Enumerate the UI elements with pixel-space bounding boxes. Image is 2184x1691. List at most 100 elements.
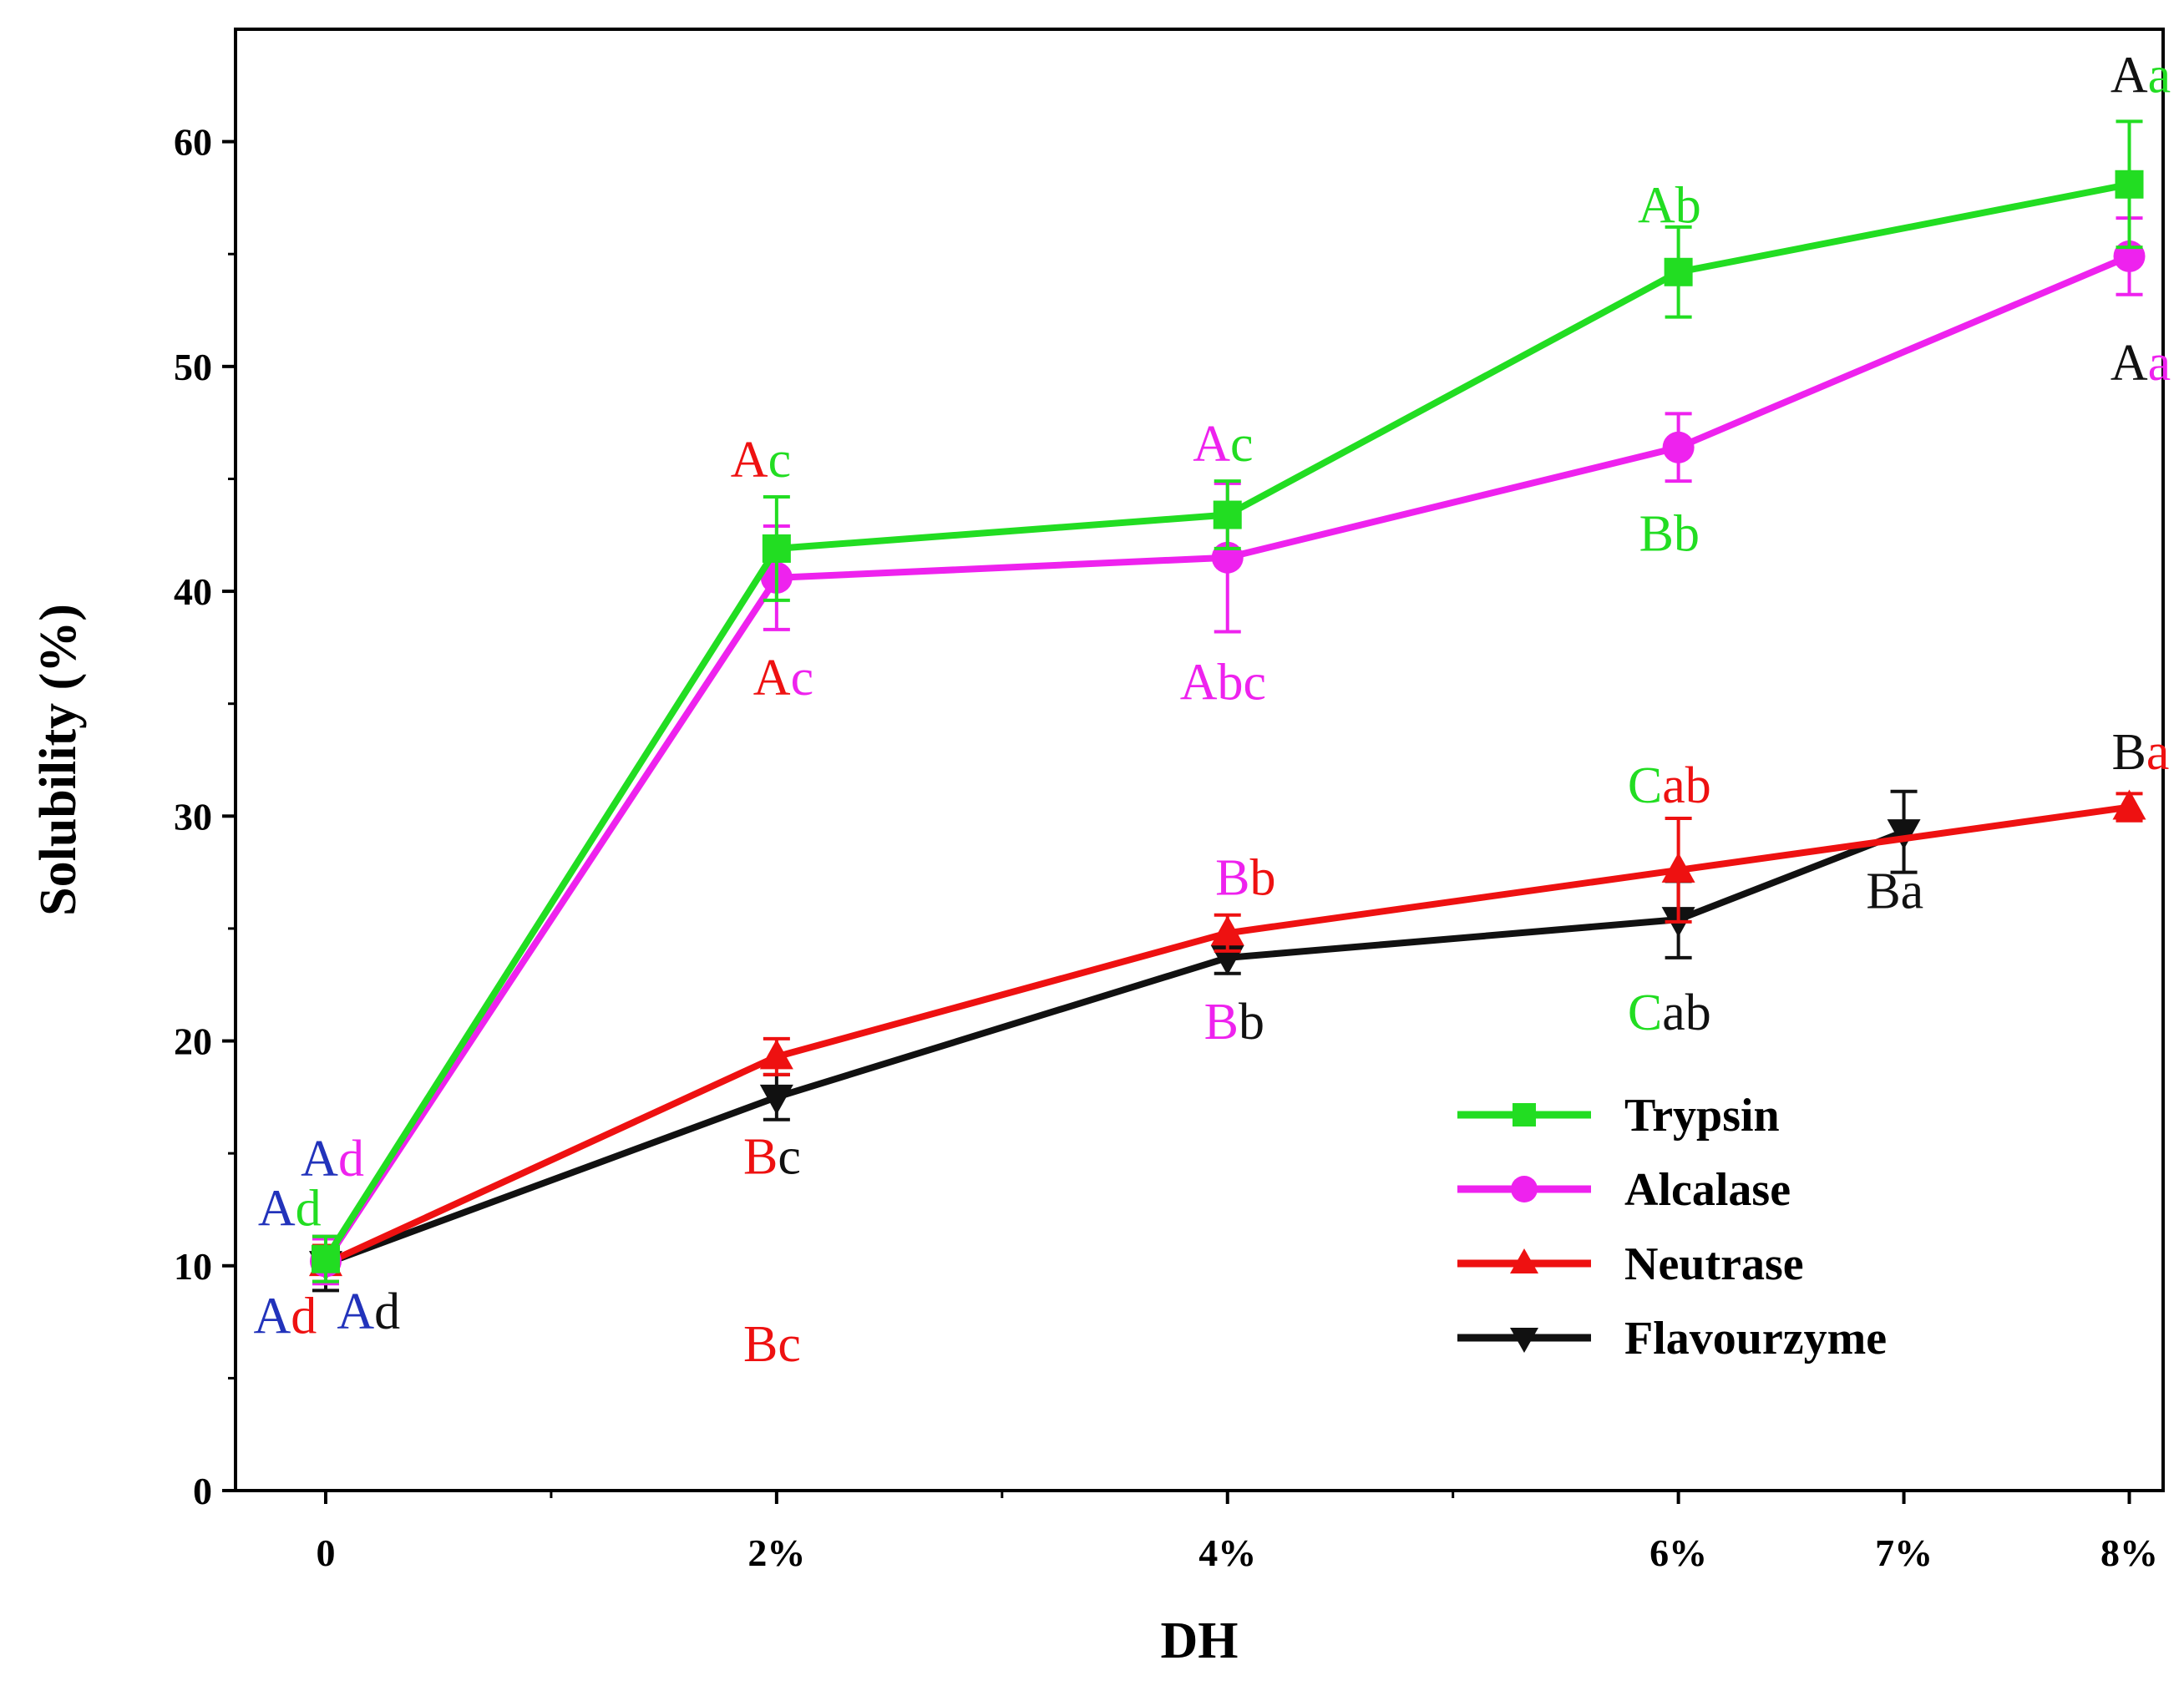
significance-label: Bc: [743, 1128, 801, 1185]
significance-letter: b: [1250, 850, 1276, 907]
significance-letter: Ba: [1866, 863, 1923, 920]
legend-label: Neutrase: [1624, 1238, 1804, 1290]
significance-label: Bb: [1204, 994, 1264, 1051]
significance-letter: d: [374, 1283, 400, 1340]
marker-circle: [1511, 1176, 1538, 1202]
marker-square: [1213, 500, 1242, 529]
marker-triangle-up: [2112, 789, 2146, 820]
significance-letter: C: [1628, 757, 1662, 814]
significance-label: Ab: [1638, 178, 1701, 235]
plot-frame: [234, 28, 2165, 1492]
significance-label: Bb: [1215, 850, 1275, 907]
significance-letter: Ab: [1638, 178, 1701, 235]
x-tick-label: 4%: [1198, 1532, 1256, 1574]
y-tick-label: 50: [174, 346, 212, 388]
legend-item-alcalase: Alcalase: [1457, 1164, 1791, 1216]
significance-letter: A: [253, 1289, 291, 1345]
y-tick-label: 10: [174, 1245, 212, 1288]
significance-letter: A: [2111, 47, 2148, 104]
y-tick-label: 40: [174, 570, 212, 613]
marker-triangle-down: [1510, 1328, 1538, 1353]
significance-letter: Abc: [1180, 654, 1266, 711]
significance-letter: B: [1204, 994, 1239, 1051]
axes: 0 10 20 30 40 50 60 0 2% 4% 6% 7% 8%: [174, 28, 2165, 1574]
significance-letter: b: [1239, 994, 1264, 1051]
significance-letter: A: [258, 1180, 296, 1237]
significance-label: Bc: [743, 1316, 801, 1373]
significance-letter: ab: [1662, 985, 1711, 1041]
significance-letter: A: [731, 432, 768, 489]
significance-letter: c: [768, 432, 792, 489]
y-axis-title: Solubility (%): [30, 604, 87, 916]
significance-label: Ac: [753, 650, 813, 706]
significance-label: Abc: [1180, 654, 1266, 711]
marker-square: [2115, 170, 2144, 199]
legend-label: Alcalase: [1624, 1164, 1791, 1216]
marker-triangle-down: [1887, 819, 1921, 850]
significance-label: Aa: [2111, 47, 2171, 104]
marker-triangle-up: [1661, 852, 1695, 883]
legend-item-trypsin: Trypsin: [1457, 1090, 1780, 1142]
significance-letter: A: [301, 1131, 338, 1187]
significance-label: Ad: [337, 1283, 400, 1340]
significance-label: Cab: [1628, 757, 1711, 814]
marker-triangle-up: [1510, 1248, 1538, 1273]
significance-letter: A: [2111, 335, 2148, 392]
legend-item-flavourzyme: Flavourzyme: [1457, 1313, 1887, 1364]
significance-letter: a: [2148, 335, 2171, 392]
significance-letter: c: [778, 1316, 801, 1373]
significance-letter: B: [743, 1316, 778, 1373]
marker-triangle-up: [759, 1039, 793, 1070]
series-alcalase: [309, 216, 2146, 1286]
legend: Trypsin Alcalase Neutrase Flavourzyme: [1457, 1090, 1887, 1364]
significance-letter: B: [743, 1128, 778, 1185]
significance-letter: ab: [1662, 757, 1711, 814]
y-tick-label: 30: [174, 795, 212, 838]
x-tick-label: 7%: [1875, 1532, 1933, 1574]
significance-letter: d: [338, 1131, 364, 1187]
significance-letter: A: [337, 1283, 374, 1340]
series-line-trypsin: [322, 180, 2131, 1261]
x-tick-label: 6%: [1649, 1532, 1707, 1574]
series-layer: [308, 119, 2146, 1293]
significance-letter: a: [2148, 47, 2171, 104]
significance-label: Ad: [301, 1131, 364, 1187]
marker-square: [311, 1244, 340, 1273]
x-tick-label: 2%: [747, 1532, 805, 1574]
marker-square: [762, 534, 791, 563]
significance-letter: d: [296, 1180, 322, 1237]
marker-circle: [1662, 431, 1695, 463]
significance-letter: C: [1628, 985, 1662, 1041]
significance-letter: a: [2146, 724, 2170, 781]
significance-label: Ac: [731, 432, 791, 489]
significance-label: Ba: [1866, 863, 1923, 920]
series-line-alcalase: [322, 253, 2131, 1263]
significance-letter: c: [1230, 416, 1254, 473]
significance-letter: c: [778, 1128, 801, 1185]
significance-letter: A: [753, 650, 791, 706]
significance-label: Ad: [253, 1289, 317, 1345]
x-tick-label: 0: [316, 1532, 335, 1574]
significance-label: Ac: [1193, 416, 1253, 473]
x-axis-title: DH: [1161, 1613, 1239, 1669]
x-tick-label: 8%: [2100, 1532, 2158, 1574]
significance-label: Ba: [2112, 724, 2170, 781]
y-tick-label: 60: [174, 121, 212, 164]
marker-triangle-down: [1210, 944, 1244, 975]
marker-triangle-down: [759, 1084, 793, 1115]
significance-letter: A: [1193, 416, 1230, 473]
legend-item-neutrase: Neutrase: [1457, 1238, 1804, 1290]
y-tick-label: 0: [193, 1470, 212, 1512]
significance-label: Aa: [2111, 335, 2171, 392]
significance-letter: B: [1215, 850, 1249, 907]
significance-label: Ad: [258, 1180, 322, 1237]
significance-letter: c: [791, 650, 814, 706]
y-tick-label: 20: [174, 1020, 212, 1063]
legend-label: Trypsin: [1624, 1090, 1780, 1142]
legend-label: Flavourzyme: [1624, 1313, 1887, 1364]
significance-label: Bb: [1639, 506, 1700, 563]
significance-letter: Bb: [1639, 506, 1700, 563]
marker-triangle-up: [1210, 915, 1244, 946]
